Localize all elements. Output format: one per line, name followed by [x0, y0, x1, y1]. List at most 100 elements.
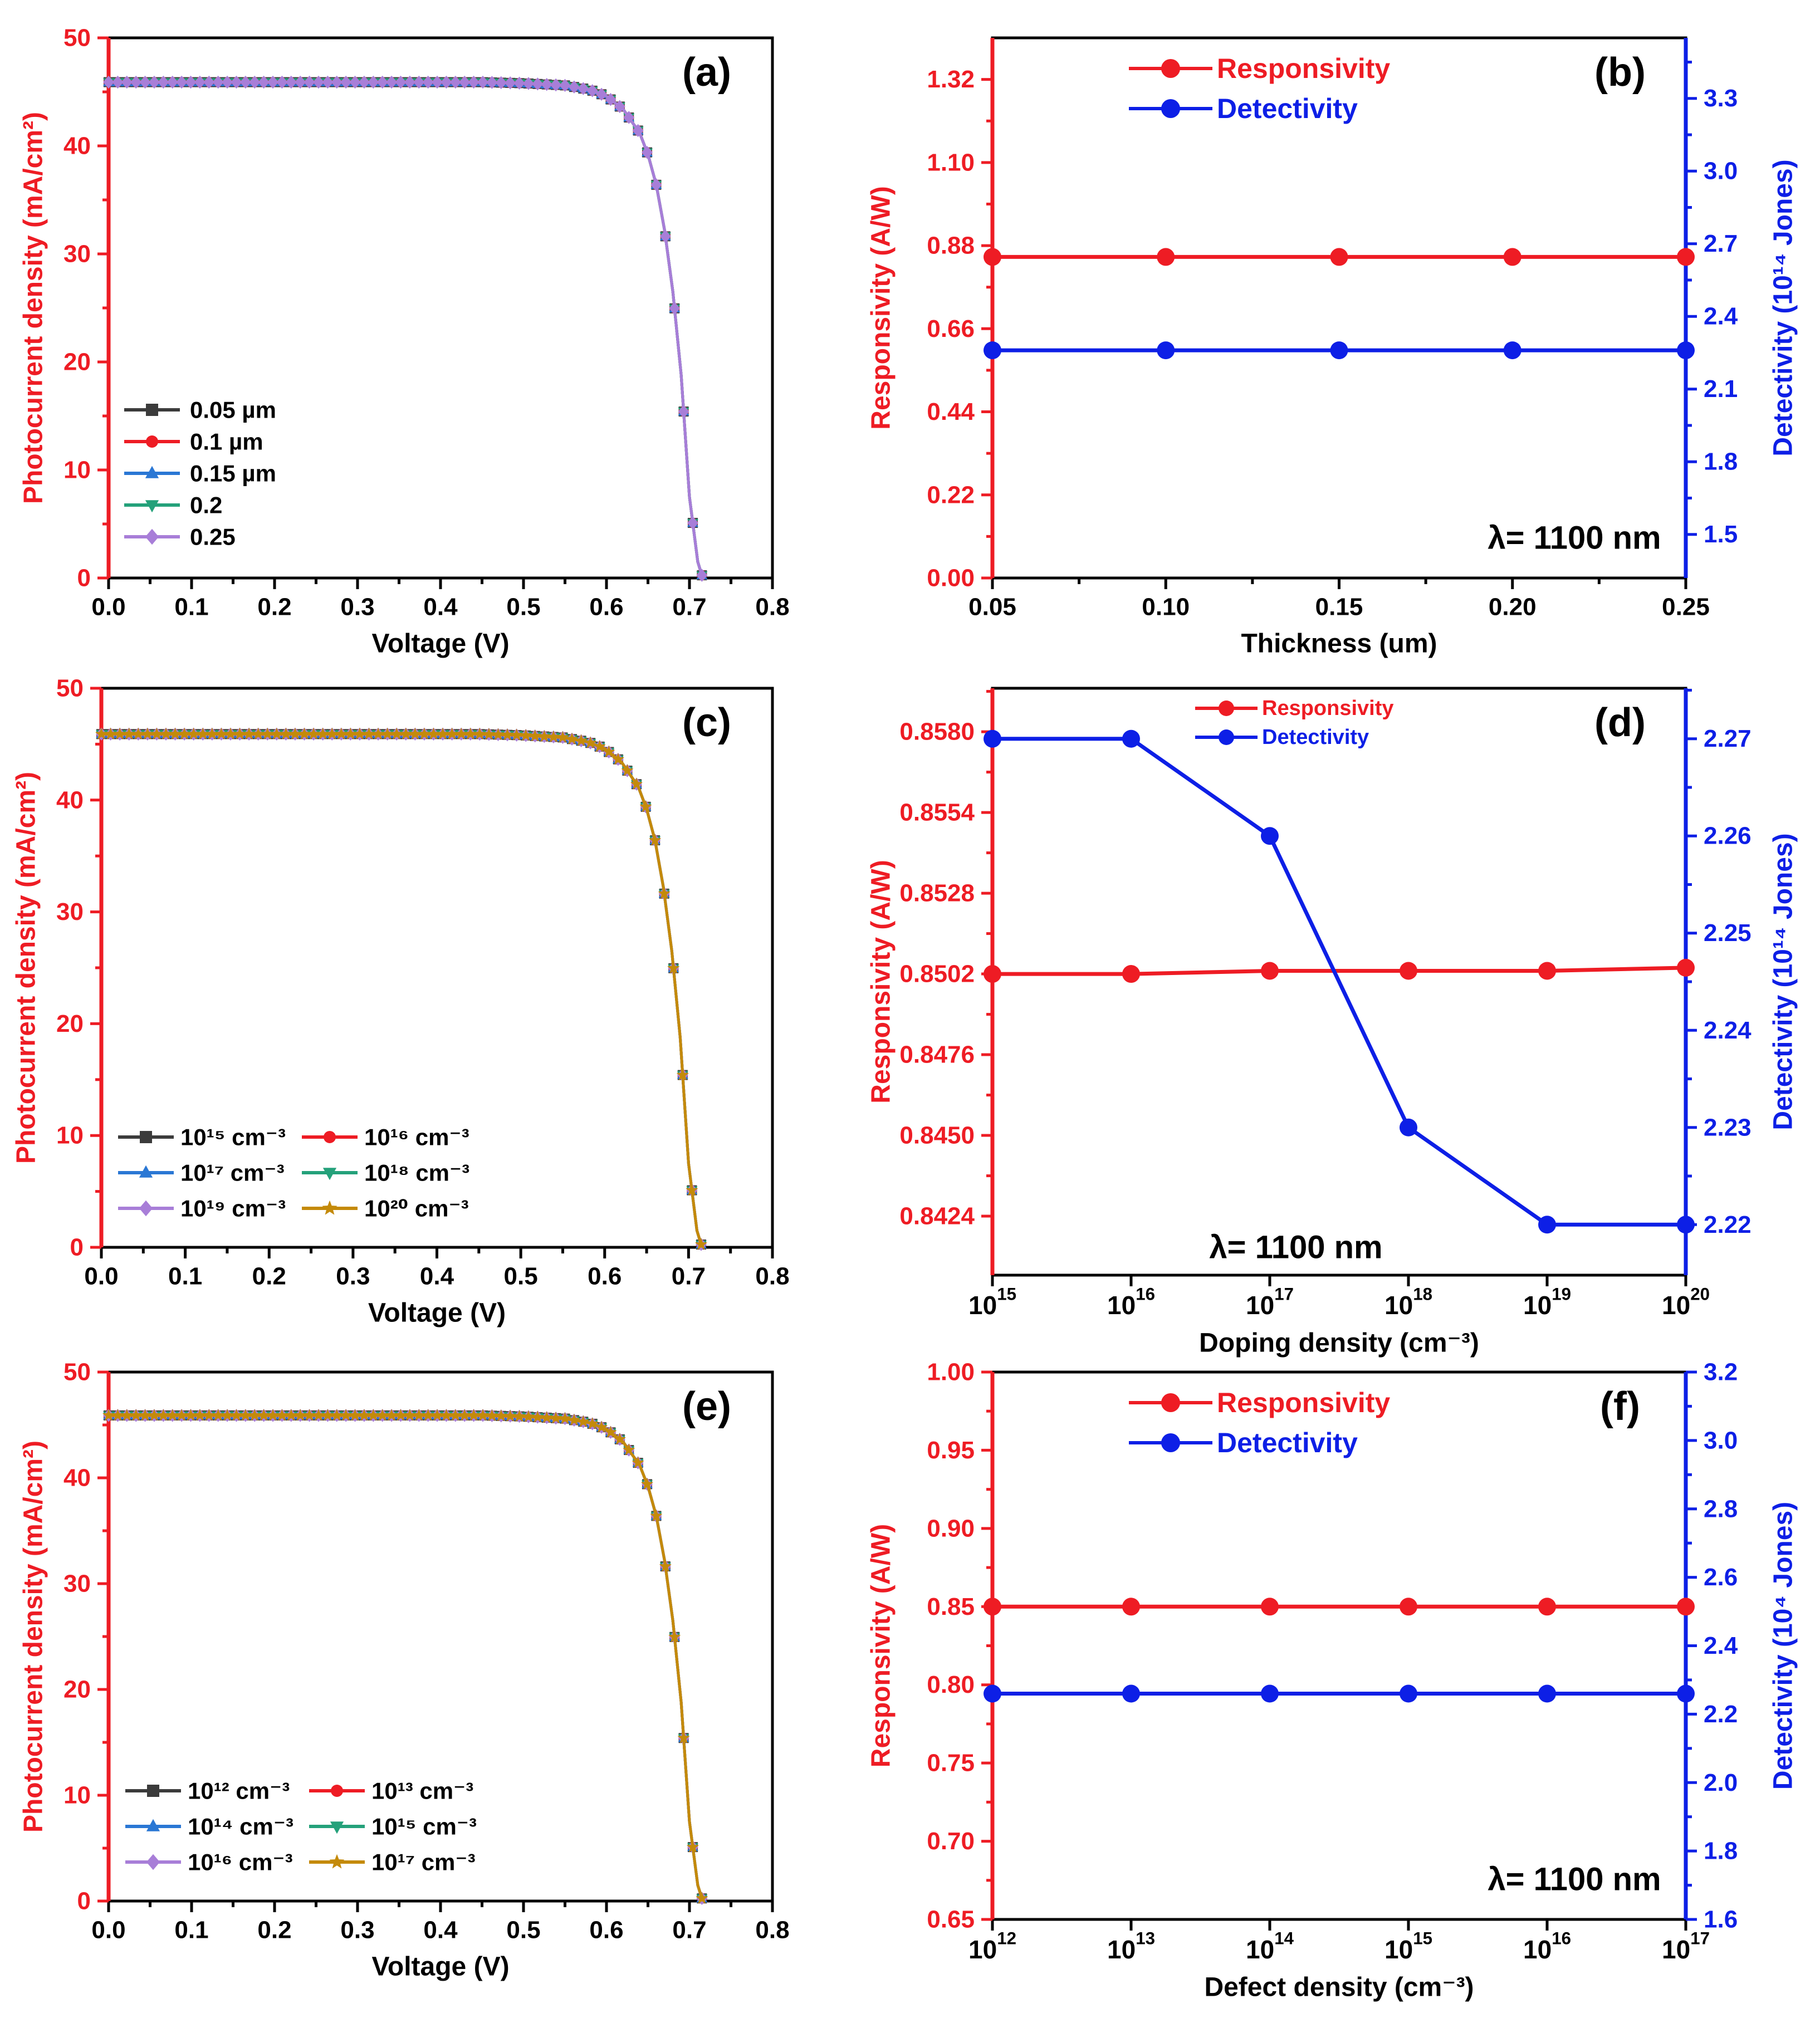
y2-tick-label: 1.6: [1704, 1906, 1738, 1933]
data-point: [495, 1409, 507, 1422]
x-tick-label: 0.3: [336, 1263, 370, 1290]
data-point: [270, 727, 283, 739]
data-point: [330, 1821, 344, 1834]
panel-f: 1012 1013 1014 1015 1016 1017 0.65 0.70 0.75 0.80…: [867, 1359, 1798, 2002]
data-point: [556, 731, 569, 743]
legend-label: 10¹⁴ cm⁻³: [188, 1814, 293, 1840]
data-point: [140, 1131, 152, 1143]
legend-label: 10¹² cm⁻³: [188, 1778, 290, 1804]
series-6: [102, 1409, 708, 1904]
data-point: [687, 516, 698, 530]
data-point: [130, 1409, 143, 1421]
y2-tick-label: 3.0: [1704, 158, 1738, 185]
x-tick-label: 1017: [1246, 1284, 1294, 1320]
x-tick-label: 1015: [1384, 1928, 1432, 1964]
data-point: [1677, 341, 1695, 360]
series-responsivity: [984, 1598, 1695, 1616]
data-point: [285, 75, 297, 89]
data-point: [492, 728, 505, 740]
data-point: [613, 1433, 626, 1445]
series-line: [992, 966, 1686, 976]
data-point: [578, 82, 589, 95]
data-point: [298, 727, 311, 739]
data-point: [1503, 341, 1521, 360]
data-point: [146, 404, 158, 416]
data-point: [476, 1409, 490, 1421]
data-point: [395, 75, 407, 89]
legend-label: 10¹³ cm⁻³: [371, 1778, 473, 1804]
x-tick-label: 0.2: [257, 594, 291, 621]
x-tick-label: 1012: [968, 1928, 1016, 1964]
data-point: [436, 727, 449, 739]
data-point: [276, 1409, 288, 1421]
data-point: [1538, 962, 1556, 980]
x-tick-label: 1014: [1246, 1928, 1294, 1964]
data-point: [1330, 341, 1348, 360]
data-point: [349, 1409, 361, 1421]
data-point: [104, 727, 117, 739]
data-point: [233, 727, 246, 739]
data-point: [984, 341, 1001, 360]
data-point: [559, 1412, 571, 1424]
data-point: [215, 727, 228, 739]
data-point: [565, 732, 579, 744]
data-point: [1122, 1598, 1140, 1616]
legend-label: Responsivity: [1217, 53, 1390, 84]
y2-tick-label: 2.26: [1704, 822, 1751, 850]
y-tick-label: 30: [63, 1570, 91, 1598]
data-point: [531, 1410, 544, 1423]
y-tick-label: 30: [56, 898, 84, 925]
data-point: [280, 727, 292, 739]
x-tick-label: 0.6: [589, 1917, 623, 1944]
data-point: [349, 75, 361, 89]
legend-label: Detectivity: [1217, 1427, 1358, 1458]
y-tick-label: 50: [56, 675, 84, 702]
panel-label: (f): [1600, 1384, 1640, 1429]
x-tick-label: 0.7: [672, 594, 706, 621]
data-point: [203, 75, 215, 89]
data-point: [239, 1409, 252, 1421]
x-axis-title: Voltage (V): [371, 1952, 509, 1982]
data-point: [224, 727, 237, 739]
data-point: [243, 727, 256, 739]
x-tick-label: 0.2: [252, 1263, 286, 1290]
data-point: [340, 1409, 353, 1421]
data-point: [146, 435, 158, 448]
x-tick-label: 1015: [968, 1284, 1016, 1320]
data-point: [513, 76, 525, 90]
series-responsivity: [984, 248, 1695, 266]
y-axis-title: Photocurrent density (mA/cm²): [12, 772, 41, 1164]
data-point: [239, 75, 251, 89]
x-axis-title: Voltage (V): [371, 629, 509, 659]
data-point: [111, 1409, 124, 1421]
data-point: [1161, 99, 1180, 118]
y2-tick-label: 2.27: [1704, 725, 1751, 752]
data-point: [112, 75, 124, 89]
data-point: [132, 727, 145, 739]
x-tick-label: 1013: [1107, 1928, 1155, 1964]
data-point: [403, 1409, 416, 1421]
data-point: [1400, 962, 1417, 980]
series-detectivity: [984, 341, 1695, 360]
legend-label: 10¹⁸ cm⁻³: [364, 1160, 469, 1186]
y-tick-label: 1.10: [927, 149, 975, 176]
legend-label: Responsivity: [1262, 697, 1394, 720]
x-tick-label: 0.4: [423, 1917, 458, 1944]
data-point: [593, 740, 606, 752]
data-point: [1400, 1598, 1417, 1616]
data-point: [1122, 1684, 1140, 1703]
panel-d: 1015 1016 1017 1018 1019 1020 0.8424 0.8450 0.84…: [867, 687, 1798, 1358]
data-point: [141, 727, 154, 739]
x-tick-label: 0.8: [755, 1917, 789, 1944]
y-tick-label: 20: [63, 349, 91, 376]
data-point: [550, 78, 562, 92]
data-point: [139, 1200, 153, 1217]
data-point: [194, 75, 206, 89]
data-point: [1503, 248, 1521, 266]
y2-tick-label: 2.4: [1704, 303, 1738, 330]
y-tick-label: 0.65: [927, 1906, 975, 1933]
data-point: [586, 1417, 599, 1429]
x-tick-label: 0.05: [968, 594, 1016, 621]
y2-tick-label: 2.7: [1704, 230, 1738, 257]
y-tick-label: 0.88: [927, 232, 975, 259]
